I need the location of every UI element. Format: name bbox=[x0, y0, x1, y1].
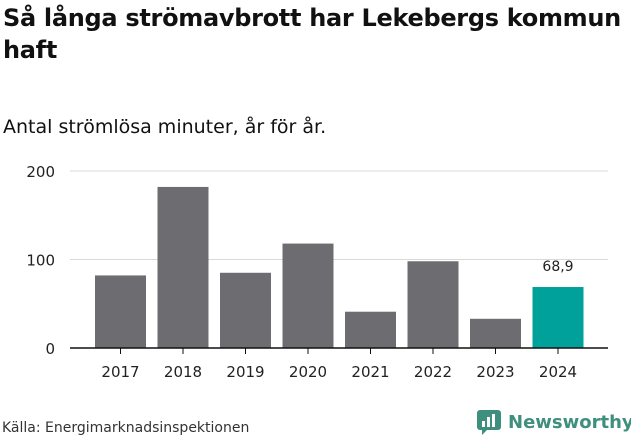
y-tick-label: 0 bbox=[45, 340, 55, 358]
x-tick-label: 2022 bbox=[414, 363, 452, 381]
bar-2024 bbox=[532, 287, 584, 348]
x-tick-label: 2024 bbox=[539, 363, 577, 381]
chart-title: Så långa strömavbrott har Lekebergs komm… bbox=[3, 4, 621, 64]
x-tick-label: 2023 bbox=[476, 363, 514, 381]
bar-2019 bbox=[220, 272, 271, 348]
source-note: Källa: Energimarknadsinspektionen bbox=[2, 420, 250, 436]
bar-2017 bbox=[95, 275, 146, 348]
y-tick-label: 200 bbox=[26, 163, 55, 181]
x-tick-label: 2018 bbox=[164, 363, 202, 381]
x-tick-label: 2019 bbox=[226, 363, 264, 381]
brand-name: Newsworthy bbox=[508, 411, 631, 433]
bar-2018 bbox=[157, 186, 209, 348]
data-label: 68,9 bbox=[542, 259, 573, 275]
newsworthy-logo-icon bbox=[477, 410, 501, 435]
chart-subtitle: Antal strömlösa minuter, år för år. bbox=[3, 116, 327, 138]
bar-2021 bbox=[345, 311, 396, 348]
brand-logo: Newsworthy bbox=[476, 409, 631, 435]
y-tick-label: 100 bbox=[26, 252, 55, 270]
bar-chart: 0 100 200 2017 2018 2019 2020 2021 2022 2023 2024 6… bbox=[26, 163, 608, 381]
x-tick-label: 2021 bbox=[351, 363, 389, 381]
bar-2023 bbox=[470, 318, 521, 348]
bar-2022 bbox=[407, 261, 459, 348]
x-tick-label: 2017 bbox=[101, 363, 139, 381]
bar-2020 bbox=[282, 243, 334, 348]
x-tick-label: 2020 bbox=[289, 363, 327, 381]
